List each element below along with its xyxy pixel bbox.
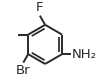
Text: F: F [35,1,43,14]
Text: NH₂: NH₂ [72,48,97,61]
Text: Br: Br [16,64,31,77]
